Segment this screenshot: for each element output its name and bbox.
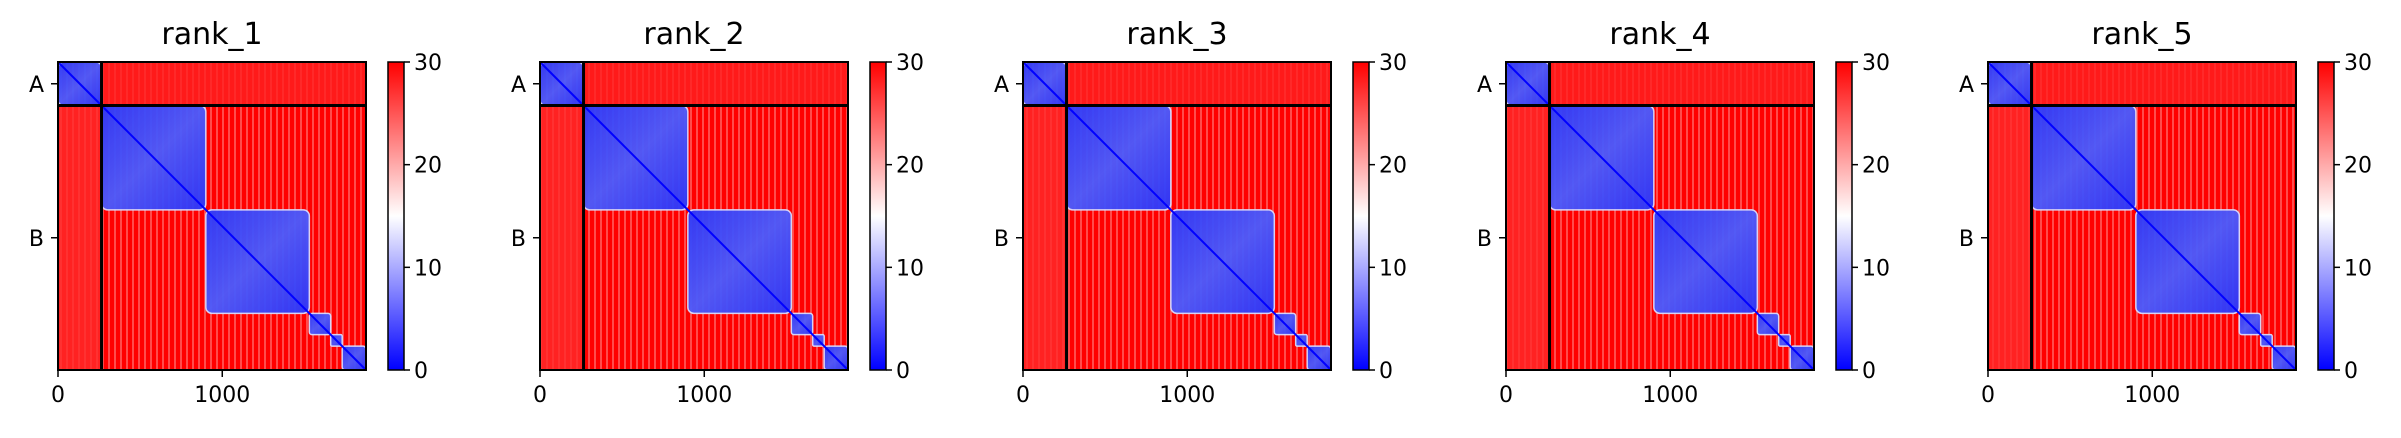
axes-frame <box>1987 61 2297 371</box>
colorbar-tick-label: 10 <box>1379 256 1407 281</box>
panel-title: rank_1 <box>161 17 262 52</box>
colorbar-tick-label: 30 <box>2344 51 2372 76</box>
heatmap-panel: rank_3 A B 0 1000 0 10 20 30 <box>994 17 1407 408</box>
colorbar-tick-label: 10 <box>2344 256 2372 281</box>
interchain-block <box>1066 62 1331 106</box>
colorbar-tick-label: 0 <box>896 359 910 384</box>
y-tick-label: A <box>994 73 1009 98</box>
diagonal <box>539 61 849 371</box>
colorbar-tick-label: 30 <box>1862 51 1890 76</box>
heatmap-panel: rank_4 A B 0 1000 0 10 20 30 <box>1477 17 1890 408</box>
colorbar-tick-label: 10 <box>896 256 924 281</box>
diagonal <box>57 61 367 371</box>
colorbar-tick-label: 20 <box>1379 154 1407 179</box>
colorbar-tick-label: 0 <box>1379 359 1393 384</box>
y-tick-label: A <box>1477 73 1492 98</box>
colorbar <box>387 61 405 371</box>
y-tick-label: B <box>29 227 44 252</box>
colorbar-tick-label: 10 <box>1862 256 1890 281</box>
colorbar-tick-label: 30 <box>1379 51 1407 76</box>
interchain-block <box>1023 105 1067 370</box>
panel-title: rank_4 <box>1609 17 1710 52</box>
interchain-block <box>583 62 848 106</box>
diagonal <box>1987 61 2297 371</box>
colorbar-tick-label: 20 <box>896 154 924 179</box>
x-tick-label: 0 <box>51 383 65 408</box>
interchain-block <box>58 105 102 370</box>
colorbar-tick-label: 10 <box>414 256 442 281</box>
diagonal <box>1022 61 1332 371</box>
panel-title: rank_3 <box>1126 17 1227 52</box>
colorbar-tick-label: 0 <box>414 359 428 384</box>
colorbar-tick-label: 20 <box>1862 154 1890 179</box>
colorbar-tick-label: 20 <box>414 154 442 179</box>
interchain-block <box>101 62 366 106</box>
interchain-block <box>1506 105 1550 370</box>
colorbar-tick-label: 30 <box>414 51 442 76</box>
x-tick-label: 1000 <box>2124 383 2180 408</box>
colorbar <box>1835 61 1853 371</box>
x-tick-label: 1000 <box>194 383 250 408</box>
axes-frame <box>1022 61 1332 371</box>
x-tick-label: 1000 <box>1159 383 1215 408</box>
colorbar <box>1352 61 1370 371</box>
x-tick-label: 0 <box>1499 383 1513 408</box>
colorbar-tick-label: 30 <box>896 51 924 76</box>
colorbar-tick-label: 0 <box>1862 359 1876 384</box>
x-tick-label: 0 <box>533 383 547 408</box>
diagonal <box>1505 61 1815 371</box>
y-tick-label: A <box>29 73 44 98</box>
x-tick-label: 0 <box>1016 383 1030 408</box>
heatmap-panel: rank_2 A B 0 1000 0 10 20 30 <box>511 17 924 408</box>
colorbar-tick-label: 0 <box>2344 359 2358 384</box>
axes-frame <box>1505 61 1815 371</box>
axes-frame <box>539 61 849 371</box>
y-tick-label: A <box>511 73 526 98</box>
y-tick-label: A <box>1959 73 1974 98</box>
interchain-block <box>2031 62 2296 106</box>
interchain-block <box>540 105 584 370</box>
y-tick-label: B <box>1477 227 1492 252</box>
heatmap-panel: rank_1 A B 0 1000 0 10 20 30 <box>29 17 442 408</box>
colorbar <box>2317 61 2335 371</box>
axes-frame <box>57 61 367 371</box>
x-tick-label: 1000 <box>1642 383 1698 408</box>
heatmap-panel: rank_5 A B 0 1000 0 10 20 30 <box>1959 17 2372 408</box>
x-tick-label: 1000 <box>676 383 732 408</box>
panel-title: rank_5 <box>2091 17 2192 52</box>
x-tick-label: 0 <box>1981 383 1995 408</box>
colorbar <box>869 61 887 371</box>
panel-title: rank_2 <box>643 17 744 52</box>
colorbar-tick-label: 20 <box>2344 154 2372 179</box>
y-tick-label: B <box>511 227 526 252</box>
y-tick-label: B <box>994 227 1009 252</box>
interchain-block <box>1549 62 1814 106</box>
interchain-block <box>1988 105 2032 370</box>
y-tick-label: B <box>1959 227 1974 252</box>
